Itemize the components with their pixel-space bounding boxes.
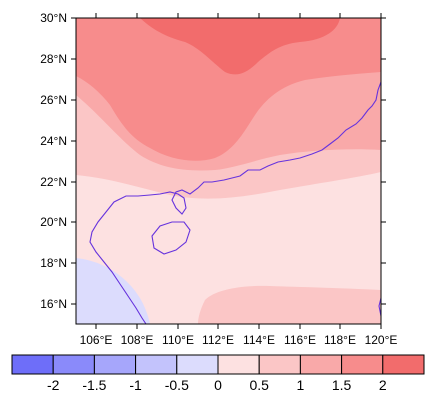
taiwan-coast xyxy=(378,297,381,317)
colorbar-swatch xyxy=(382,354,425,375)
lon-label: 120°E xyxy=(365,333,398,347)
colorbar-swatch xyxy=(299,354,343,375)
colorbar-tick-label: -2 xyxy=(47,377,60,393)
lon-label: 106°E xyxy=(80,333,113,347)
lat-label: 30°N xyxy=(40,11,67,25)
band-gt2 xyxy=(140,18,340,75)
colorbar-swatch xyxy=(176,354,219,375)
lon-label: 118°E xyxy=(324,333,356,347)
lon-label: 110°E xyxy=(162,333,194,347)
colorbar-swatch xyxy=(258,354,301,375)
lon-label: 114°E xyxy=(243,333,275,347)
colorbar-swatch xyxy=(341,354,384,375)
colorbar-swatch xyxy=(52,354,95,375)
lon-label: 112°E xyxy=(202,333,234,347)
lat-label: 22°N xyxy=(40,175,67,189)
colorbar-tick-label: 0 xyxy=(214,377,222,393)
lat-label: 26°N xyxy=(40,93,67,107)
mainland-coast xyxy=(89,81,381,324)
coastline xyxy=(89,81,381,324)
lat-axis: 30°N 28°N 26°N 24°N 22°N 20°N 18°N 16°N xyxy=(40,11,386,311)
colorbar-tick-label: 2 xyxy=(379,377,387,393)
map-frame xyxy=(75,17,382,325)
colorbar-tick-label: 1 xyxy=(297,377,305,393)
colorbar-swatch xyxy=(11,354,54,375)
colorbar-swatch xyxy=(93,354,137,375)
lat-label: 24°N xyxy=(40,134,67,148)
lat-label: 20°N xyxy=(40,215,67,229)
lon-label: 108°E xyxy=(121,333,154,347)
band-1.5-2 xyxy=(76,18,381,161)
colorbar-tick-label: 0.5 xyxy=(249,377,269,393)
band-lt0 xyxy=(76,258,150,324)
contour-field xyxy=(76,18,381,324)
colorbar: -2 -1.5 -1 -0.5 0 0.5 1 1.5 2 xyxy=(11,354,425,393)
lon-axis: 106°E 108°E 110°E 112°E 114°E 116°E 118°… xyxy=(80,13,398,347)
colorbar-swatch xyxy=(217,354,260,375)
hainan-island xyxy=(151,221,191,255)
colorbar-tick-label: -0.5 xyxy=(165,377,189,393)
colorbar-tick-label: -1.5 xyxy=(82,377,106,393)
colorbar-swatch xyxy=(135,354,178,375)
band-0-0.5 xyxy=(76,172,381,324)
lat-label: 16°N xyxy=(40,297,67,311)
colorbar-tick-label: -1 xyxy=(129,377,142,393)
lat-label: 18°N xyxy=(40,256,67,270)
lon-label: 116°E xyxy=(284,333,316,347)
colorbar-tick-label: 1.5 xyxy=(332,377,352,393)
lat-label: 28°N xyxy=(40,52,67,66)
